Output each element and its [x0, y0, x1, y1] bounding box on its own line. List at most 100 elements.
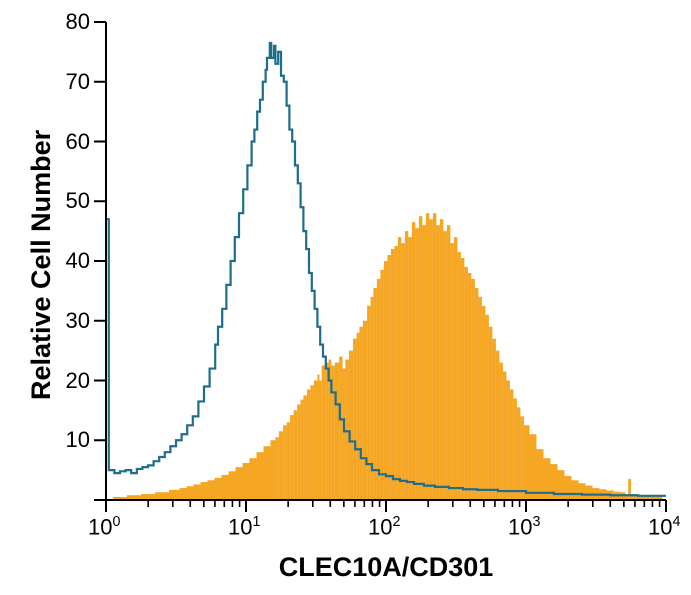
histogram-bar: [264, 446, 271, 500]
histogram-bar: [384, 261, 388, 500]
histogram-bar: [412, 222, 416, 500]
histogram-bar: [387, 255, 391, 500]
histogram-bar: [283, 425, 287, 500]
y-tick-label: 80: [66, 9, 90, 35]
histogram-bar: [482, 306, 486, 500]
histogram-bar: [398, 237, 402, 500]
y-axis-label: Relative Cell Number: [26, 130, 57, 400]
histogram-bar: [303, 395, 307, 500]
histogram-bar: [572, 480, 579, 500]
histogram-bar: [461, 258, 465, 500]
histogram-bar: [454, 237, 458, 500]
histogram-bar: [464, 267, 468, 500]
histogram-bar: [506, 381, 510, 501]
histogram-bar: [443, 231, 447, 500]
histogram-bar: [520, 416, 524, 500]
histogram-bar: [322, 366, 326, 500]
histogram-bar: [565, 476, 572, 500]
histogram-bar: [377, 279, 381, 500]
histogram-bar: [194, 484, 201, 500]
x-tick-label: 101: [228, 514, 260, 540]
histogram-bar: [287, 422, 291, 500]
histogram-bar: [503, 372, 507, 500]
histogram-bar: [447, 225, 451, 500]
histogram-bar: [579, 483, 586, 500]
histogram-bar: [275, 437, 279, 500]
histogram-bar: [524, 425, 530, 500]
histogram-bar: [373, 288, 377, 500]
histogram-bar: [475, 288, 479, 500]
histogram-bar: [530, 434, 537, 500]
histogram-bar: [363, 321, 367, 500]
histogram-bar: [335, 363, 339, 500]
x-axis-label: CLEC10A/CD301: [106, 552, 666, 583]
histogram-bar: [468, 273, 472, 500]
histogram-bar: [391, 249, 395, 500]
histogram-bar: [325, 363, 329, 500]
histogram-bar: [271, 440, 276, 500]
figure: Relative Cell Number CLEC10A/CD301 10 20 3…: [0, 0, 691, 595]
histogram-bar: [422, 225, 426, 500]
x-tick-label: 103: [508, 514, 540, 540]
histogram-bar: [359, 327, 363, 500]
histogram-bar: [314, 381, 318, 501]
histogram-bar: [236, 467, 243, 500]
histogram-bar: [297, 404, 301, 500]
histogram-bar: [187, 486, 194, 500]
y-tick-label: 30: [66, 308, 90, 334]
histogram-bar: [492, 339, 496, 500]
histogram-bar: [394, 246, 398, 500]
histogram-bar: [628, 479, 631, 500]
histogram-bar: [222, 475, 229, 500]
x-tick-label: 104: [648, 514, 680, 540]
y-tick-label: 70: [66, 69, 90, 95]
histogram-bar: [429, 219, 433, 500]
histogram-bar: [353, 339, 357, 500]
y-tick-label: 20: [66, 368, 90, 394]
histogram-bar: [499, 363, 503, 500]
histogram-bar: [450, 243, 454, 500]
histogram-bar: [208, 480, 215, 500]
histogram-bar: [517, 407, 521, 500]
histogram-bar: [257, 452, 264, 500]
histogram-bar: [419, 216, 423, 500]
histogram-bar: [415, 228, 419, 500]
histogram-bar: [401, 243, 405, 500]
histogram-bar: [485, 315, 489, 500]
histogram-bar: [310, 385, 314, 500]
y-tick-label: 50: [66, 188, 90, 214]
histogram-bar: [440, 219, 444, 500]
histogram-bar: [586, 486, 593, 500]
histogram-bar: [339, 357, 343, 500]
histogram-bar: [433, 213, 437, 500]
histogram-bar: [471, 279, 475, 500]
x-tick-label: 100: [88, 514, 120, 540]
histogram-bar: [408, 237, 412, 500]
plot-area: [0, 0, 691, 595]
histogram-bar: [243, 463, 250, 500]
y-tick-label: 40: [66, 248, 90, 274]
histogram-bar: [320, 381, 322, 501]
histogram-bar: [250, 458, 257, 500]
x-tick-label: 102: [368, 514, 400, 540]
histogram-bar: [513, 398, 517, 500]
histogram-bar: [317, 375, 319, 500]
histogram-bar: [426, 213, 430, 500]
histogram-bar: [343, 369, 346, 500]
histogram-bar: [307, 389, 311, 500]
histogram-bar: [380, 270, 384, 500]
histogram-bar: [169, 490, 180, 500]
histogram-bar: [496, 351, 500, 500]
histogram-bar: [301, 400, 304, 500]
y-tick-label: 60: [66, 129, 90, 155]
y-tick-label: 10: [66, 427, 90, 453]
histogram-bar: [478, 297, 482, 500]
histogram-bar: [155, 492, 169, 500]
histogram-bar: [405, 231, 409, 500]
histogram-bar: [558, 470, 565, 500]
histogram-bar: [215, 478, 222, 500]
histogram-bar: [357, 333, 360, 500]
histogram-bar: [510, 389, 514, 500]
histogram-bar: [367, 306, 371, 500]
histogram-bar: [349, 351, 353, 500]
